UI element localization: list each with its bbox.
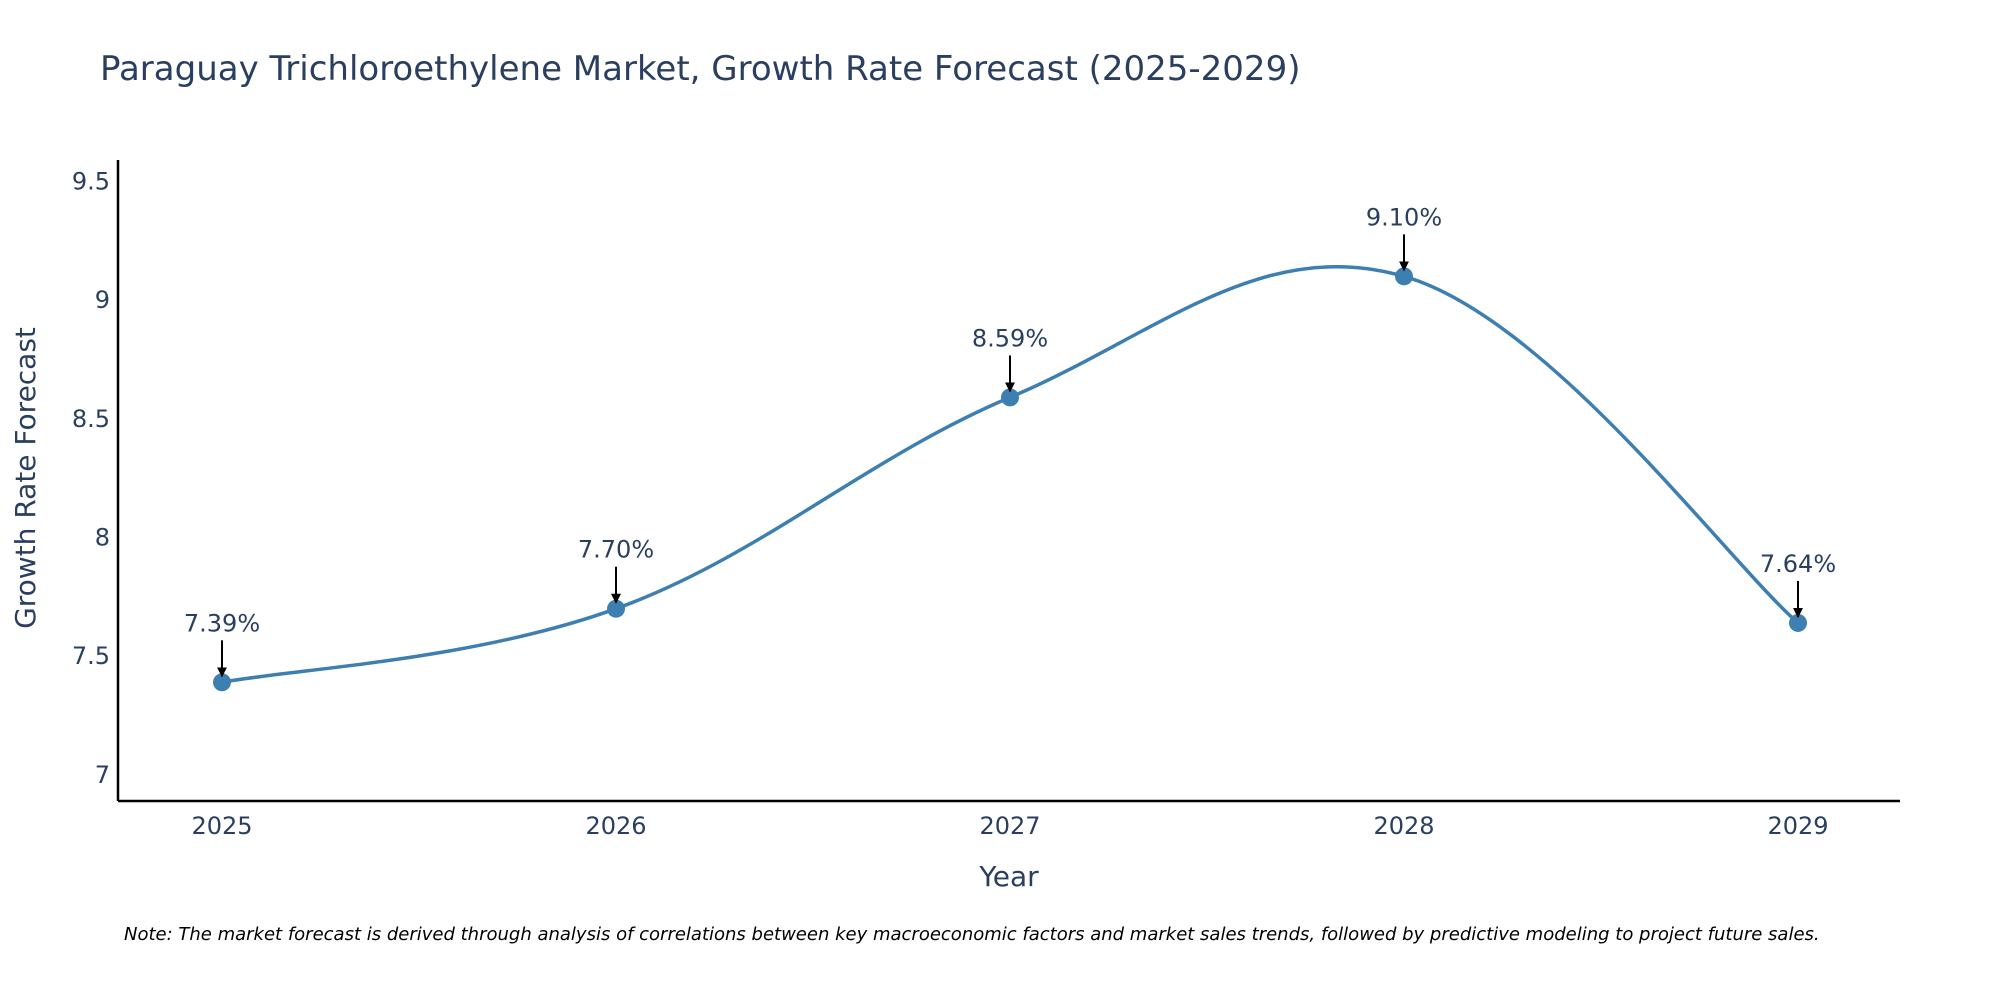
x-tick-label: 2025 [191,812,252,840]
y-tick-label: 9 [95,286,110,314]
y-tick-label: 8.5 [72,405,110,433]
data-point [1395,267,1413,286]
chart-title: Paraguay Trichloroethylene Market, Growt… [100,49,1300,89]
data-label: 8.59% [972,324,1048,352]
data-label: 7.70% [578,536,654,564]
data-point [607,599,625,618]
data-point [1001,388,1019,407]
series-line [221,265,1800,685]
x-tick-label: 2027 [979,812,1040,840]
x-tick-label: 2026 [585,812,646,840]
data-label: 9.10% [1366,203,1442,231]
plot-area: 7 7.5 8 8.5 9 9.5 2025 2026 2027 2028 2029 7.39% 7.7… [72,160,1900,840]
y-tick-label: 7 [95,761,110,789]
x-tick-label: 2028 [1373,812,1434,840]
y-tick-label: 8 [95,523,110,551]
data-label: 7.39% [184,609,260,637]
data-label: 7.64% [1760,550,1836,578]
x-axis-title: Year [978,860,1039,893]
data-point [1789,613,1807,632]
y-tick-label: 9.5 [72,167,110,195]
data-point [213,673,231,692]
chart-note: Note: The market forecast is derived thr… [124,924,1820,945]
y-axis-title: Growth Rate Forecast [9,327,42,629]
y-tick-label: 7.5 [72,642,110,670]
x-tick-label: 2029 [1767,812,1828,840]
